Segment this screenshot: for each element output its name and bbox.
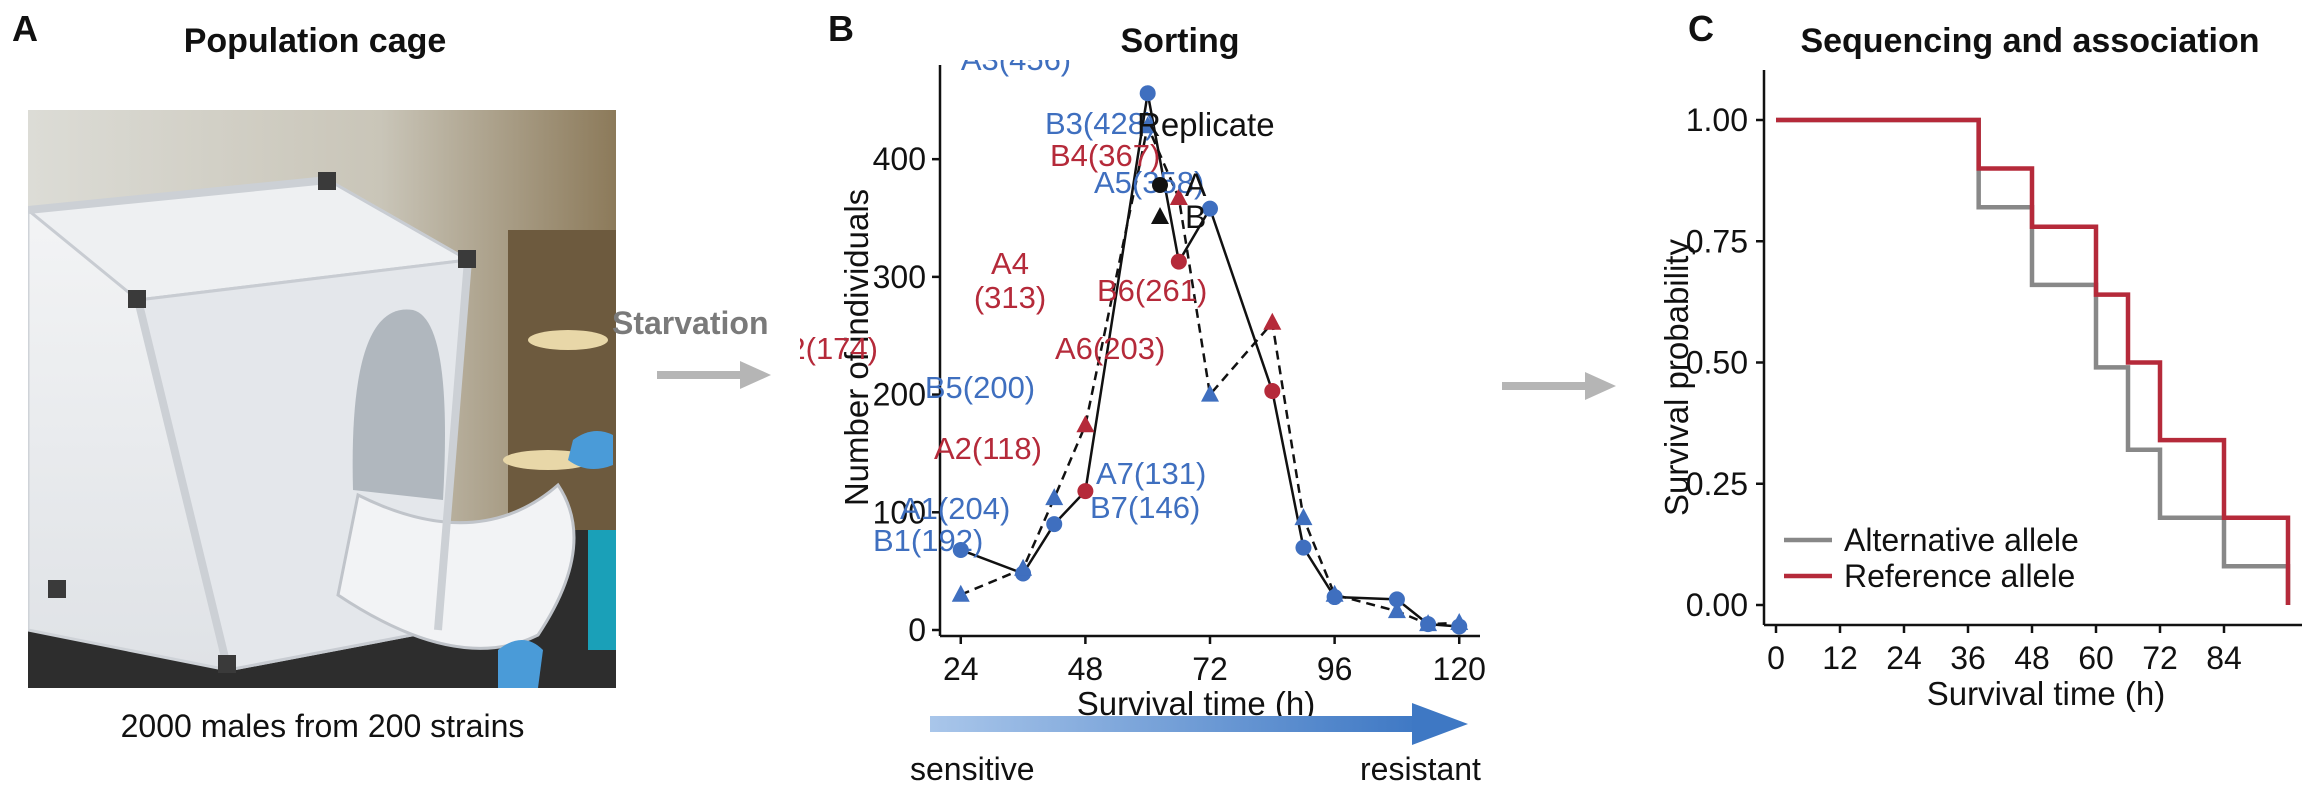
data-label: B6(261) — [1097, 273, 1207, 308]
y-tick-label: 100 — [873, 494, 926, 530]
x-tick-label: 72 — [1192, 651, 1228, 687]
panel-a-letter: A — [12, 8, 38, 49]
sensitivity-gradient-bar — [930, 716, 1420, 732]
data-label: A4 — [991, 246, 1029, 281]
sorting-chart: 0 100 200 300 400 24 48 72 96 120 Survival time (h… — [800, 60, 1486, 787]
data-label: B7(146) — [1090, 490, 1200, 525]
panel-c-title: Sequencing and association — [1800, 22, 2260, 60]
y-axis-label: Survival probability — [1658, 239, 1695, 516]
point-b — [1263, 312, 1282, 330]
point-a — [1388, 591, 1405, 608]
x-axis-label: Survival time (h) — [1927, 675, 2165, 712]
y-tick-label: 0 — [908, 612, 926, 648]
x-tick-label: 72 — [2142, 640, 2178, 676]
sensitivity-arrow-head — [1412, 703, 1468, 745]
point-a — [952, 541, 969, 558]
point-a — [1046, 516, 1063, 533]
data-label: A3(456) — [961, 60, 1071, 77]
y-tick-label: 400 — [873, 141, 926, 177]
series-a-line — [960, 93, 1460, 628]
y-tick-label: 300 — [873, 259, 926, 295]
point-b — [1387, 601, 1406, 619]
legend-marker-a — [1152, 177, 1168, 193]
data-label: A7(131) — [1096, 456, 1206, 491]
point-b — [1169, 188, 1188, 206]
x-tick-label: 96 — [1317, 651, 1353, 687]
x-tick-label: 24 — [943, 651, 979, 687]
legend-marker-b — [1151, 207, 1169, 224]
x-tick-label: 24 — [1886, 640, 1922, 676]
data-label: A6(203) — [1055, 331, 1165, 366]
point-a — [1264, 383, 1281, 400]
data-label: B3(428) — [1045, 106, 1155, 141]
data-label: (313) — [974, 280, 1046, 315]
data-label: A2(118) — [934, 431, 1042, 466]
point-a — [1139, 85, 1156, 102]
survival-chart: 0.00 0.25 0.50 0.75 1.00 0 12 24 36 48 60 72 84 Survi… — [1658, 70, 2302, 712]
x-axis-label: Survival time (h) — [1077, 685, 1315, 722]
x-tick-label: 60 — [2078, 640, 2114, 676]
alternative-allele-curve — [1776, 117, 2291, 605]
panel-b-title: Sorting — [1120, 22, 1240, 60]
point-a — [1295, 539, 1312, 556]
point-b — [1201, 384, 1219, 402]
point-b — [951, 584, 970, 602]
point-b — [1450, 612, 1469, 630]
point-a — [1170, 253, 1187, 270]
legend-label-alternative: Alternative allele — [1844, 522, 2079, 558]
gradient-left-label: sensitive — [910, 751, 1035, 787]
data-label: B2(174) — [800, 331, 878, 366]
x-tick-label: 12 — [1822, 640, 1858, 676]
data-label: B4(367) — [1050, 138, 1160, 173]
panel-c-letter: C — [1688, 8, 1714, 49]
y-axis-label: Number of individuals — [838, 189, 875, 506]
data-label: B1(192) — [873, 523, 983, 558]
y-tick-label: 0.25 — [1686, 466, 1748, 502]
point-b — [1325, 584, 1344, 602]
starvation-arrow — [657, 361, 771, 389]
x-tick-label: 0 — [1767, 640, 1785, 676]
x-tick-label: 48 — [1068, 651, 1104, 687]
data-label: A5(358) — [1094, 165, 1204, 200]
y-tick-label: 200 — [873, 377, 926, 413]
gradient-right-label: resistant — [1360, 751, 1481, 787]
data-label: B5(200) — [925, 370, 1035, 405]
x-tick-label: 84 — [2206, 640, 2242, 676]
point-b — [1014, 558, 1033, 576]
reference-allele-curve — [1776, 117, 2291, 605]
legend-title: Replicate — [1137, 106, 1275, 143]
x-tick-label: 36 — [1950, 640, 1986, 676]
y-tick-label: 0.00 — [1686, 587, 1748, 623]
legend-label-a: A — [1185, 167, 1207, 203]
point-b — [1076, 415, 1095, 433]
panel-a-caption: 2000 males from 200 strains — [120, 708, 525, 744]
point-a — [1077, 483, 1094, 500]
data-label: A1(204) — [900, 491, 1010, 526]
y-tick-label: 1.00 — [1686, 102, 1748, 138]
point-b — [1419, 614, 1438, 632]
starvation-label: Starvation — [612, 305, 769, 341]
legend-label-reference: Reference allele — [1844, 558, 2075, 594]
point-b — [1045, 488, 1064, 506]
association-arrow — [1502, 372, 1616, 400]
legend-label-b: B — [1185, 199, 1206, 235]
y-tick-label: 0.75 — [1686, 223, 1748, 259]
panel-a-title: Population cage — [183, 22, 447, 60]
point-b — [1138, 116, 1157, 134]
point-b — [1294, 508, 1313, 526]
x-tick-label: 48 — [2014, 640, 2050, 676]
x-tick-label: 120 — [1433, 651, 1486, 687]
panel-b-letter: B — [828, 8, 854, 49]
point-a — [1202, 200, 1218, 217]
population-cage-photo — [28, 110, 616, 688]
y-tick-label: 0.50 — [1686, 345, 1748, 381]
